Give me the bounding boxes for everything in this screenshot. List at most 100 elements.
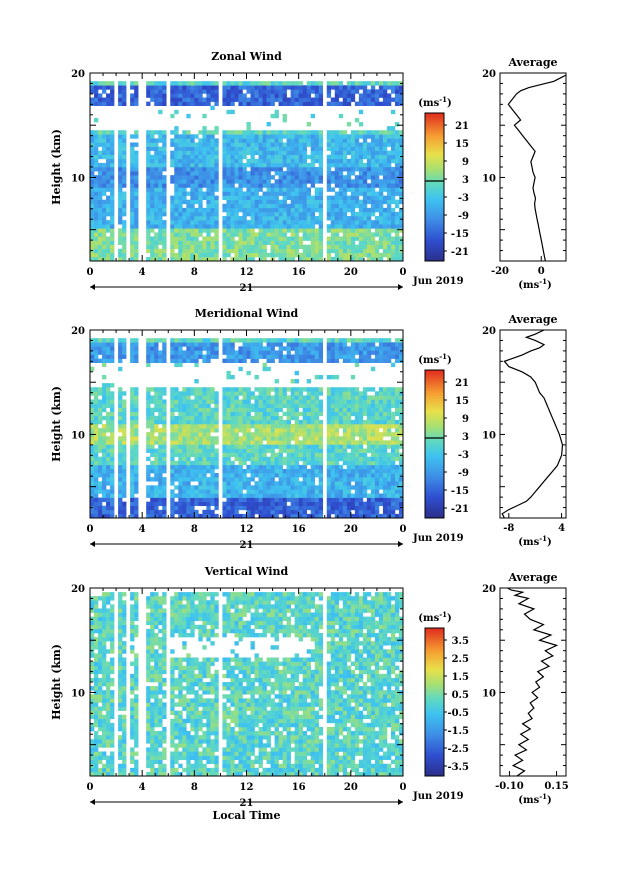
heatmap-cell — [326, 440, 332, 445]
heatmap-cell — [110, 199, 115, 205]
heatmap-cell — [350, 444, 356, 449]
heatmap-cells — [90, 81, 404, 262]
heatmap-cell — [398, 134, 404, 139]
heatmap-cell — [370, 207, 376, 213]
heatmap-cell — [94, 411, 99, 417]
heatmap-cell — [154, 419, 159, 425]
heatmap-cell — [194, 207, 199, 213]
heatmap-cell — [318, 134, 324, 139]
heatmap-cell — [174, 236, 179, 241]
heatmap-cell — [270, 485, 275, 490]
heatmap-cell — [186, 509, 191, 515]
heatmap-cell — [318, 207, 324, 213]
heatmap-cell — [222, 481, 227, 486]
heatmap-cell — [350, 391, 356, 396]
heatmap-cell — [274, 485, 279, 490]
heatmap-cell — [210, 436, 215, 441]
heatmap-cell — [346, 101, 352, 106]
heatmap-cell — [106, 224, 111, 229]
heatmap-cell — [250, 171, 255, 176]
heatmap-cell — [330, 342, 336, 347]
heatmap-cell — [90, 448, 95, 453]
heatmap-cell — [134, 216, 139, 221]
heatmap-cell — [314, 195, 320, 200]
heatmap-cell — [282, 101, 287, 106]
heatmap-cell — [338, 415, 344, 421]
heatmap-cell — [130, 158, 135, 164]
heatmap-cell — [90, 191, 95, 196]
heatmap-cell — [314, 256, 320, 262]
heatmap-cell — [290, 346, 295, 351]
heatmap-cell — [94, 93, 99, 98]
heatmap-cell — [398, 195, 404, 200]
heatmap-cell — [242, 171, 247, 176]
heatmap-cell — [298, 493, 303, 498]
heatmap-cell — [278, 240, 283, 245]
heatmap-cell — [122, 101, 127, 106]
heatmap-cell — [202, 81, 207, 86]
heatmap-cell — [190, 485, 195, 490]
heatmap-cell — [118, 101, 123, 106]
heatmap-cell — [182, 236, 187, 241]
heatmap-cell — [206, 81, 211, 86]
heatmap-cell — [202, 207, 207, 213]
heatmap-cell — [302, 464, 307, 470]
heatmap-cell — [290, 354, 295, 359]
heatmap-cell — [250, 167, 255, 172]
heatmap-cell — [374, 179, 380, 184]
heatmap-cell — [366, 187, 372, 192]
heatmap-cell — [90, 171, 95, 176]
heatmap-cell — [194, 415, 199, 421]
heatmap-cell — [186, 248, 191, 254]
heatmap-cell — [298, 346, 303, 351]
heatmap-cell — [246, 481, 251, 486]
heatmap-cell — [398, 162, 404, 168]
heatmap-cell — [294, 191, 299, 196]
heatmap-cell — [222, 452, 227, 457]
heatmap-cell — [130, 97, 135, 102]
heatmap-cell — [258, 199, 263, 205]
heatmap-cell — [90, 342, 95, 347]
heatmap-cell — [202, 244, 207, 250]
heatmap-cell — [314, 444, 320, 449]
heatmap-cell — [206, 134, 211, 139]
heatmap-cell — [122, 460, 127, 466]
heatmap-cell — [150, 256, 155, 262]
heatmap-cell — [134, 473, 139, 478]
heatmap-cell — [90, 203, 95, 209]
heatmap-cell — [358, 456, 364, 462]
heatmap-cell — [186, 448, 191, 453]
colorbar-tick-label: -15 — [451, 229, 469, 240]
heatmap-cell — [274, 489, 279, 494]
heatmap-cell — [346, 183, 352, 188]
heatmap-cell — [286, 497, 291, 502]
heatmap-cell — [398, 142, 404, 147]
heatmap-cell — [118, 158, 123, 164]
heatmap-cell — [110, 419, 115, 425]
heatmap-cell — [310, 428, 316, 433]
heatmap-cell — [258, 407, 263, 413]
heatmap-cell — [226, 473, 231, 478]
heatmap-cell — [146, 256, 151, 262]
heatmap-cell — [134, 203, 139, 209]
heatmap-cell — [342, 179, 348, 184]
heatmap-cell — [326, 497, 332, 502]
heatmap-cell — [98, 464, 103, 470]
heatmap-cell — [102, 154, 107, 160]
heatmap-cell — [270, 444, 275, 449]
heatmap-cell — [306, 399, 311, 404]
heatmap-cell — [258, 444, 263, 449]
heatmap-cell — [250, 256, 255, 262]
heatmap-cell — [94, 211, 99, 217]
heatmap-cell — [146, 195, 151, 200]
heatmap-cell — [254, 485, 259, 490]
heatmap-cell — [146, 89, 151, 94]
heatmap-cell — [302, 387, 307, 392]
heatmap-cell — [186, 134, 191, 139]
heatmap-cell — [302, 354, 307, 359]
heatmap-cell — [398, 130, 404, 135]
heatmap-cell — [342, 216, 348, 221]
heatmap-cell — [110, 424, 115, 429]
heatmap-cell — [362, 191, 368, 196]
heatmap-cell — [330, 216, 336, 221]
